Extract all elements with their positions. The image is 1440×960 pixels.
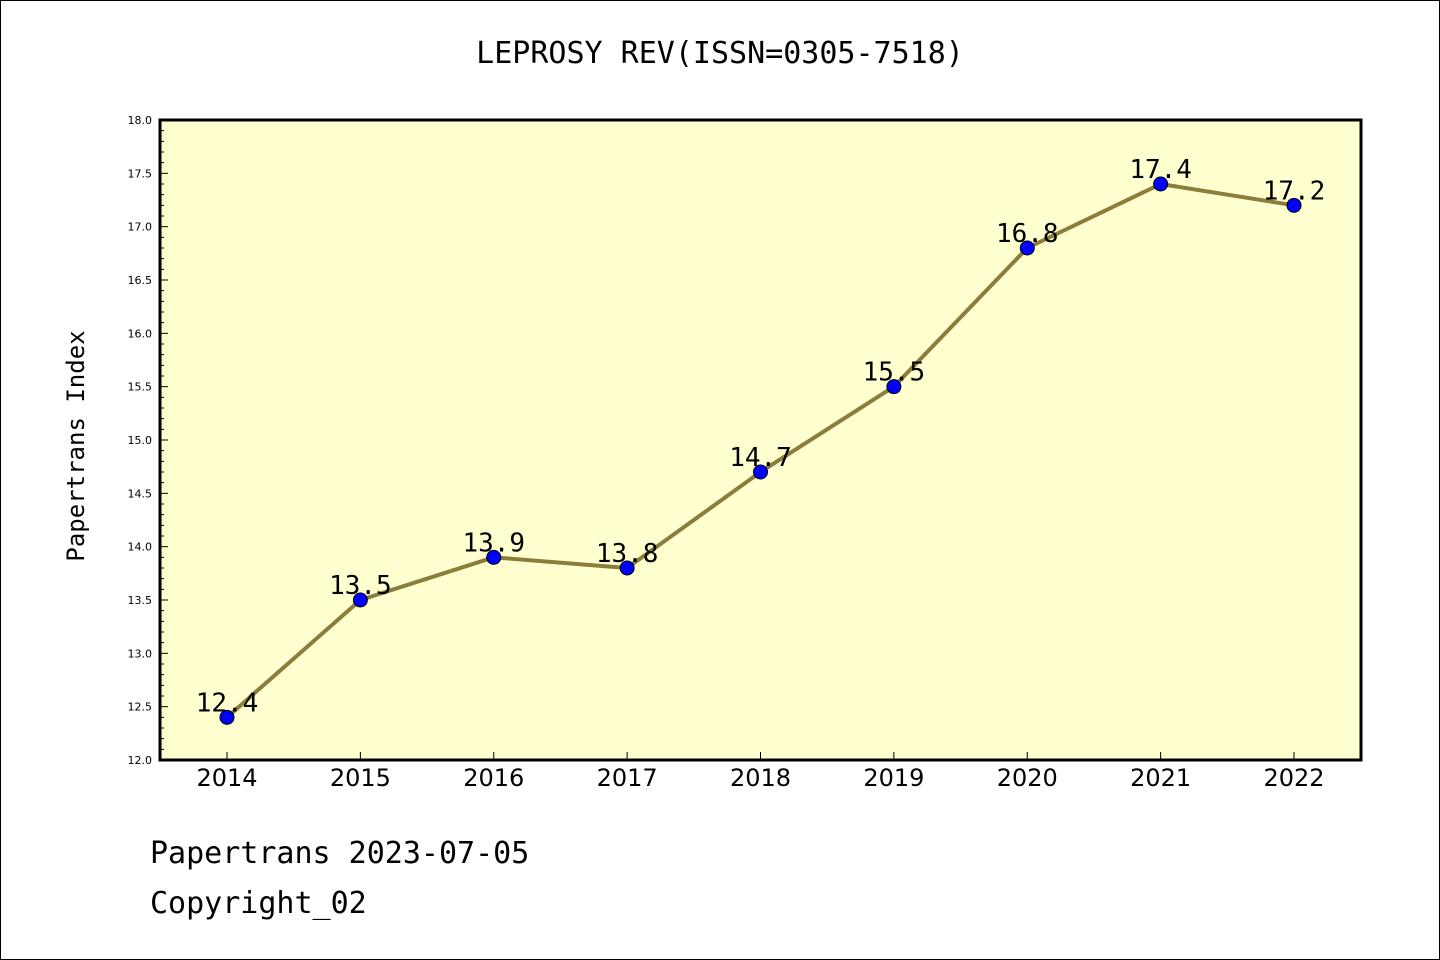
footer-copyright: Copyright_02 xyxy=(150,886,367,921)
x-tick-label: 2014 xyxy=(196,764,257,792)
x-tick-label: 2016 xyxy=(463,764,524,792)
x-tick-label: 2021 xyxy=(1130,764,1191,792)
y-tick-label: 16.5 xyxy=(128,274,153,287)
data-point-marker xyxy=(619,560,635,576)
x-axis: 2014 2015 2016 2017 2018 2019 2020 2021 2022 xyxy=(196,752,1325,792)
y-tick-label: 14.0 xyxy=(128,541,153,554)
x-tick-label: 2022 xyxy=(1263,764,1324,792)
x-tick-label: 2018 xyxy=(730,764,791,792)
data-point-marker xyxy=(1153,176,1169,192)
data-point-marker xyxy=(753,464,768,480)
y-tick-label: 15.0 xyxy=(128,434,153,447)
y-tick-label: 17.0 xyxy=(128,221,153,234)
data-point-marker xyxy=(352,592,368,608)
data-point-label: 13.9 xyxy=(462,528,525,558)
x-tick-label: 2017 xyxy=(597,764,658,792)
chart-title: LEPROSY REV(ISSN=0305-7518) xyxy=(476,36,964,71)
data-point-marker xyxy=(1019,240,1035,256)
data-point-label: 15.5 xyxy=(863,358,926,388)
x-tick-label: 2015 xyxy=(330,764,391,792)
data-point-label: 16.8 xyxy=(996,219,1059,249)
x-tick-label: 2019 xyxy=(863,764,924,792)
plot-area xyxy=(158,118,1363,762)
data-labels: 12.4 13.5 13.9 13.8 14.7 15.5 16.8 17.4 17.2 xyxy=(196,155,1326,718)
y-tick-label: 13.0 xyxy=(128,647,153,660)
data-point-marker xyxy=(886,379,902,395)
series-markers xyxy=(219,176,1302,725)
data-point-label: 14.7 xyxy=(729,443,792,473)
y-tick-label: 12.5 xyxy=(128,701,153,714)
y-axis-title: Papertrans Index xyxy=(62,330,90,561)
y-tick-label: 13.5 xyxy=(128,594,153,607)
y-axis: 12.0 12.5 13.0 13.5 14.0 14.5 15.0 15.5 16.0 16.5… xyxy=(128,114,168,767)
y-tick-label: 12.0 xyxy=(128,754,153,767)
data-point-marker xyxy=(486,549,502,565)
data-point-marker xyxy=(1286,197,1302,213)
y-tick-label: 18.0 xyxy=(128,114,153,127)
footer-date: Papertrans 2023-07-05 xyxy=(150,836,530,871)
y-tick-label: 14.5 xyxy=(128,487,153,500)
y-tick-label: 16.0 xyxy=(128,327,153,340)
data-point-label: 17.2 xyxy=(1263,176,1326,206)
data-point-label: 12.4 xyxy=(196,688,259,718)
data-point-label: 17.4 xyxy=(1129,155,1192,185)
y-tick-label: 15.5 xyxy=(128,381,153,394)
data-point-label: 13.8 xyxy=(596,539,659,569)
x-tick-label: 2020 xyxy=(997,764,1058,792)
data-point-label: 13.5 xyxy=(329,571,392,601)
y-tick-label: 17.5 xyxy=(128,167,153,180)
data-point-marker xyxy=(219,709,235,725)
